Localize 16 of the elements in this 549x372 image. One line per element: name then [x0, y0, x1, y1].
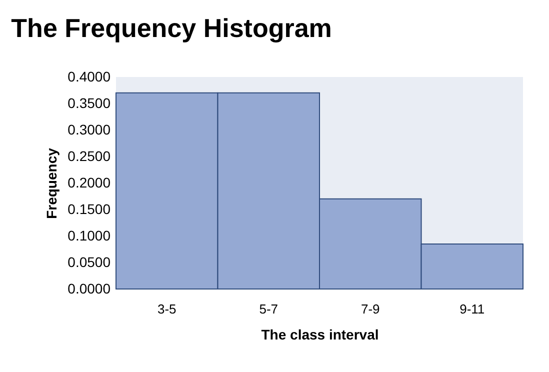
- y-tick-label: 0.3500: [68, 95, 111, 111]
- x-tick-label: 9-11: [460, 302, 485, 316]
- y-tick-label: 0.2000: [68, 174, 111, 190]
- x-tick-label: 3-5: [157, 302, 176, 316]
- y-tick-label: 0.1000: [68, 228, 111, 244]
- y-tick-label: 0.2500: [68, 148, 111, 164]
- x-tick-label: 5-7: [259, 302, 278, 316]
- y-tick-label: 0.0500: [68, 254, 111, 270]
- y-axis-title: Frequency: [44, 148, 60, 219]
- chart-title: The Frequency Histogram: [11, 13, 332, 43]
- y-tick-label: 0.4000: [68, 68, 111, 84]
- x-tick-label: 7-9: [360, 302, 380, 316]
- y-tick-label: 0.0000: [68, 280, 111, 296]
- y-tick-label: 0.1500: [68, 201, 111, 217]
- x-axis-title: The class interval: [261, 326, 379, 342]
- y-tick-label: 0.3000: [68, 122, 111, 138]
